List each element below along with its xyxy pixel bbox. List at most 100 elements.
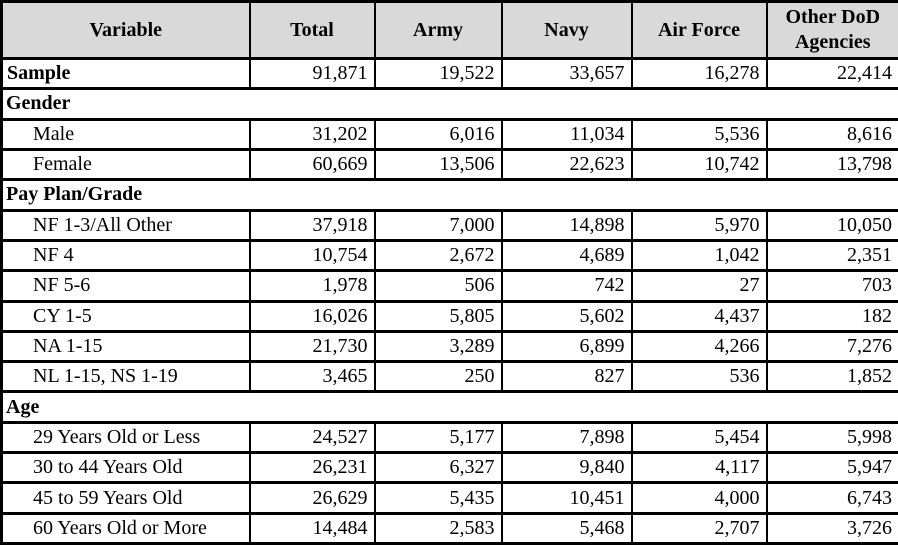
table-row: NF 5-6 1,978 506 742 27 703	[0, 269, 898, 303]
table-row: Sample 91,871 19,522 33,657 16,278 22,414	[0, 56, 898, 91]
section-row: Pay Plan/Grade	[0, 178, 898, 212]
cell-value: 6,743	[765, 481, 898, 515]
column-header-variable: Variable	[0, 0, 251, 60]
cell-value: 10,754	[248, 238, 376, 273]
cell-value: 6,016	[373, 117, 503, 151]
cell-value: 27	[630, 269, 768, 303]
cell-value: 6,327	[373, 451, 503, 485]
cell-value: 10,050	[765, 208, 898, 242]
row-label: 30 to 44 Years Old	[0, 451, 251, 485]
row-label: Sample	[0, 56, 251, 91]
section-row: Gender	[0, 87, 898, 121]
cell-value: 827	[500, 360, 633, 394]
cell-value: 2,707	[630, 511, 768, 545]
row-label: NF 5-6	[0, 269, 251, 303]
cell-value: 5,177	[373, 420, 503, 455]
cell-value: 9,840	[500, 451, 633, 485]
table-row: NF 4 10,754 2,672 4,689 1,042 2,351	[0, 238, 898, 273]
cell-value: 2,583	[373, 511, 503, 545]
cell-value: 26,629	[248, 481, 376, 515]
cell-value: 5,947	[765, 451, 898, 485]
cell-value: 19,522	[373, 56, 503, 91]
cell-value: 182	[765, 299, 898, 333]
cell-value: 4,266	[630, 329, 768, 364]
cell-value: 4,689	[500, 238, 633, 273]
section-label: Gender	[0, 87, 898, 121]
cell-value: 14,898	[500, 208, 633, 242]
row-label: Male	[0, 117, 251, 151]
cell-value: 60,669	[248, 147, 376, 182]
section-label: Pay Plan/Grade	[0, 178, 898, 212]
row-label: CY 1-5	[0, 299, 251, 333]
cell-value: 91,871	[248, 56, 376, 91]
cell-value: 5,435	[373, 481, 503, 515]
table-row: NA 1-15 21,730 3,289 6,899 4,266 7,276	[0, 329, 898, 364]
row-label: NL 1-15, NS 1-19	[0, 360, 251, 394]
table-row: Male 31,202 6,016 11,034 5,536 8,616	[0, 117, 898, 151]
section-row: Age	[0, 390, 898, 424]
column-header-air-force: Air Force	[630, 0, 768, 60]
cell-value: 7,898	[500, 420, 633, 455]
cell-value: 22,414	[765, 56, 898, 91]
cell-value: 13,506	[373, 147, 503, 182]
cell-value: 1,978	[248, 269, 376, 303]
cell-value: 5,536	[630, 117, 768, 151]
cell-value: 31,202	[248, 117, 376, 151]
cell-value: 10,742	[630, 147, 768, 182]
row-label: 45 to 59 Years Old	[0, 481, 251, 515]
cell-value: 3,465	[248, 360, 376, 394]
cell-value: 22,623	[500, 147, 633, 182]
cell-value: 4,437	[630, 299, 768, 333]
table-row: Female 60,669 13,506 22,623 10,742 13,798	[0, 147, 898, 182]
cell-value: 506	[373, 269, 503, 303]
cell-value: 37,918	[248, 208, 376, 242]
cell-value: 1,042	[630, 238, 768, 273]
table-row: 45 to 59 Years Old 26,629 5,435 10,451 4,000…	[0, 481, 898, 515]
cell-value: 21,730	[248, 329, 376, 364]
cell-value: 14,484	[248, 511, 376, 545]
column-header-army: Army	[373, 0, 503, 60]
cell-value: 4,000	[630, 481, 768, 515]
cell-value: 2,672	[373, 238, 503, 273]
cell-value: 5,454	[630, 420, 768, 455]
cell-value: 3,289	[373, 329, 503, 364]
cell-value: 703	[765, 269, 898, 303]
cell-value: 1,852	[765, 360, 898, 394]
cell-value: 536	[630, 360, 768, 394]
cell-value: 16,026	[248, 299, 376, 333]
cell-value: 24,527	[248, 420, 376, 455]
cell-value: 6,899	[500, 329, 633, 364]
cell-value: 250	[373, 360, 503, 394]
row-label: 29 Years Old or Less	[0, 420, 251, 455]
section-label: Age	[0, 390, 898, 424]
cell-value: 5,602	[500, 299, 633, 333]
cell-value: 5,805	[373, 299, 503, 333]
table-row: 29 Years Old or Less 24,527 5,177 7,898 5,45…	[0, 420, 898, 455]
cell-value: 8,616	[765, 117, 898, 151]
table-row: 60 Years Old or More 14,484 2,583 5,468 2,70…	[0, 511, 898, 545]
cell-value: 7,276	[765, 329, 898, 364]
row-label: NF 1-3/All Other	[0, 208, 251, 242]
table-row: CY 1-5 16,026 5,805 5,602 4,437 182	[0, 299, 898, 333]
cell-value: 2,351	[765, 238, 898, 273]
column-header-total: Total	[248, 0, 376, 60]
cell-value: 7,000	[373, 208, 503, 242]
column-header-navy: Navy	[500, 0, 633, 60]
cell-value: 10,451	[500, 481, 633, 515]
table-row: 30 to 44 Years Old 26,231 6,327 9,840 4,117 5…	[0, 451, 898, 485]
table-row: NL 1-15, NS 1-19 3,465 250 827 536 1,852	[0, 360, 898, 394]
row-label: NF 4	[0, 238, 251, 273]
cell-value: 26,231	[248, 451, 376, 485]
cell-value: 11,034	[500, 117, 633, 151]
row-label: 60 Years Old or More	[0, 511, 251, 545]
cell-value: 742	[500, 269, 633, 303]
row-label: Female	[0, 147, 251, 182]
cell-value: 4,117	[630, 451, 768, 485]
cell-value: 16,278	[630, 56, 768, 91]
cell-value: 13,798	[765, 147, 898, 182]
table-body: Sample 91,871 19,522 33,657 16,278 22,414 Gend…	[0, 56, 898, 545]
column-header-other-dod-agencies: Other DoD Agencies	[765, 0, 898, 60]
cell-value: 33,657	[500, 56, 633, 91]
